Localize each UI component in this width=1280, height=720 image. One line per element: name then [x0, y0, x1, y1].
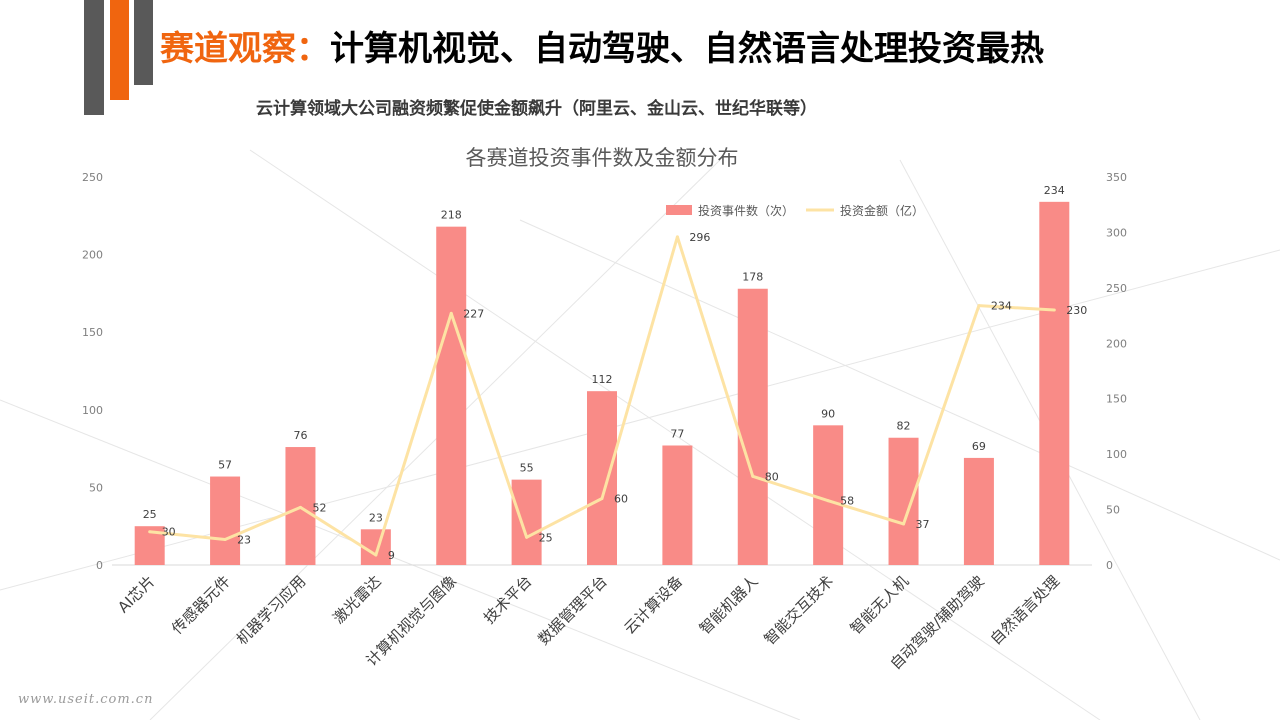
- decor-bar-dark-left: [84, 0, 104, 115]
- legend-label-line: 投资金额（亿）: [840, 203, 924, 218]
- line-data-label: 230: [1066, 304, 1087, 317]
- y-right-tick-label: 0: [1106, 559, 1113, 572]
- bar-data-label: 218: [441, 209, 462, 222]
- y-left-tick-label: 200: [82, 249, 103, 262]
- line-series: [148, 235, 1056, 557]
- y-right-tick-label: 200: [1106, 337, 1127, 350]
- category-label: 自然语言处理: [987, 572, 1063, 648]
- slide-title-rest: 计算机视觉、自动驾驶、自然语言处理投资最热: [330, 29, 1044, 69]
- bar-data-labels: 25 57 76 23 218 55 112 77 178 90 82 69 234: [143, 184, 1065, 524]
- line-point: [449, 311, 453, 315]
- line-point: [675, 235, 679, 239]
- category-label: 技术平台: [480, 572, 535, 627]
- bar-data-label: 23: [369, 511, 383, 524]
- bar: [737, 288, 768, 565]
- category-label: 智能机器人: [696, 572, 762, 638]
- category-label: 数据管理平台: [534, 572, 610, 648]
- line-data-label: 23: [237, 534, 251, 547]
- bar: [587, 391, 617, 565]
- line-point: [374, 553, 378, 557]
- bar: [963, 457, 994, 565]
- line-data-label: 227: [463, 307, 484, 320]
- line-data-label: 25: [539, 531, 553, 544]
- y-right-tick-label: 50: [1106, 504, 1120, 517]
- line-point: [1052, 308, 1056, 312]
- bar-series: [134, 201, 1070, 565]
- line-point: [977, 304, 981, 308]
- y-left-tick-label: 150: [82, 326, 103, 339]
- y-right-tick-label: 100: [1106, 448, 1127, 461]
- bar: [436, 226, 467, 565]
- category-label: 传感器元件: [168, 572, 234, 638]
- category-label: 云计算设备: [620, 572, 686, 638]
- bar-data-label: 234: [1044, 184, 1065, 197]
- line-data-label: 52: [312, 501, 326, 514]
- bar: [662, 445, 693, 565]
- y-right-tick-label: 150: [1106, 393, 1127, 406]
- chart-title: 各赛道投资事件数及金额分布: [466, 146, 739, 170]
- chart-legend: 投资事件数（次） 投资金额（亿）: [666, 203, 924, 218]
- line-point: [525, 535, 529, 539]
- y-right-tick-label: 300: [1106, 226, 1127, 239]
- line-data-label: 37: [916, 518, 930, 531]
- bar-data-label: 178: [742, 271, 763, 284]
- y-left-axis: 0 50 100 150 200 250: [82, 171, 103, 572]
- legend-label-bar: 投资事件数（次）: [698, 203, 794, 218]
- bar-data-label: 82: [897, 420, 911, 433]
- line-point: [751, 474, 755, 478]
- category-label: 机器学习应用: [233, 572, 309, 648]
- bar: [813, 425, 844, 565]
- bar: [210, 476, 241, 565]
- watermark: www.useit.com.cn: [18, 692, 154, 707]
- bar-data-label: 57: [218, 459, 232, 472]
- bar-data-label: 112: [592, 373, 613, 386]
- slide-subtitle: 云计算领域大公司融资频繁促使金额飙升（阿里云、金山云、世纪华联等）: [256, 99, 817, 119]
- line-data-label: 234: [991, 300, 1012, 313]
- slide-title: 赛道观察：计算机视觉、自动驾驶、自然语言处理投资最热: [160, 24, 1044, 74]
- slide-title-highlight: 赛道观察：: [160, 29, 330, 69]
- decor-bar-dark-right: [134, 0, 153, 85]
- line-point: [223, 538, 227, 542]
- line-data-label: 30: [162, 526, 176, 539]
- y-left-tick-label: 50: [89, 481, 103, 494]
- bar-data-label: 55: [520, 462, 534, 475]
- category-label: AI芯片: [114, 572, 158, 616]
- line-data-labels: 30 23 52 9 227 25 60 296 80 58 37 234 230: [162, 231, 1088, 562]
- category-label: 智能无人机: [847, 572, 913, 638]
- bar: [511, 479, 542, 565]
- y-left-tick-label: 0: [96, 559, 103, 572]
- bar-data-label: 69: [972, 440, 986, 453]
- line-point: [148, 530, 152, 534]
- legend-swatch-bar: [666, 205, 692, 215]
- bar-data-label: 90: [821, 407, 835, 420]
- line-point: [298, 505, 302, 509]
- y-right-tick-label: 250: [1106, 282, 1127, 295]
- y-right-tick-label: 350: [1106, 171, 1127, 184]
- bar-data-label: 25: [143, 508, 157, 521]
- bar: [888, 437, 919, 565]
- bar-data-label: 77: [670, 427, 684, 440]
- y-left-tick-label: 250: [82, 171, 103, 184]
- line-data-label: 58: [840, 495, 854, 508]
- y-right-axis: 0 50 100 150 200 250 300 350: [1106, 171, 1127, 572]
- bar-data-label: 76: [293, 429, 307, 442]
- decor-bar-orange: [110, 0, 129, 100]
- line-data-label: 80: [765, 470, 779, 483]
- line-data-label: 60: [614, 492, 628, 505]
- line-point: [902, 522, 906, 526]
- line-data-label: 9: [388, 549, 395, 562]
- category-label: 激光雷达: [330, 572, 385, 627]
- y-left-tick-label: 100: [82, 404, 103, 417]
- line-point: [600, 496, 604, 500]
- bar: [1039, 201, 1070, 565]
- line-point: [826, 499, 830, 503]
- line-data-label: 296: [689, 231, 710, 244]
- category-label: 智能交互技术: [761, 572, 837, 648]
